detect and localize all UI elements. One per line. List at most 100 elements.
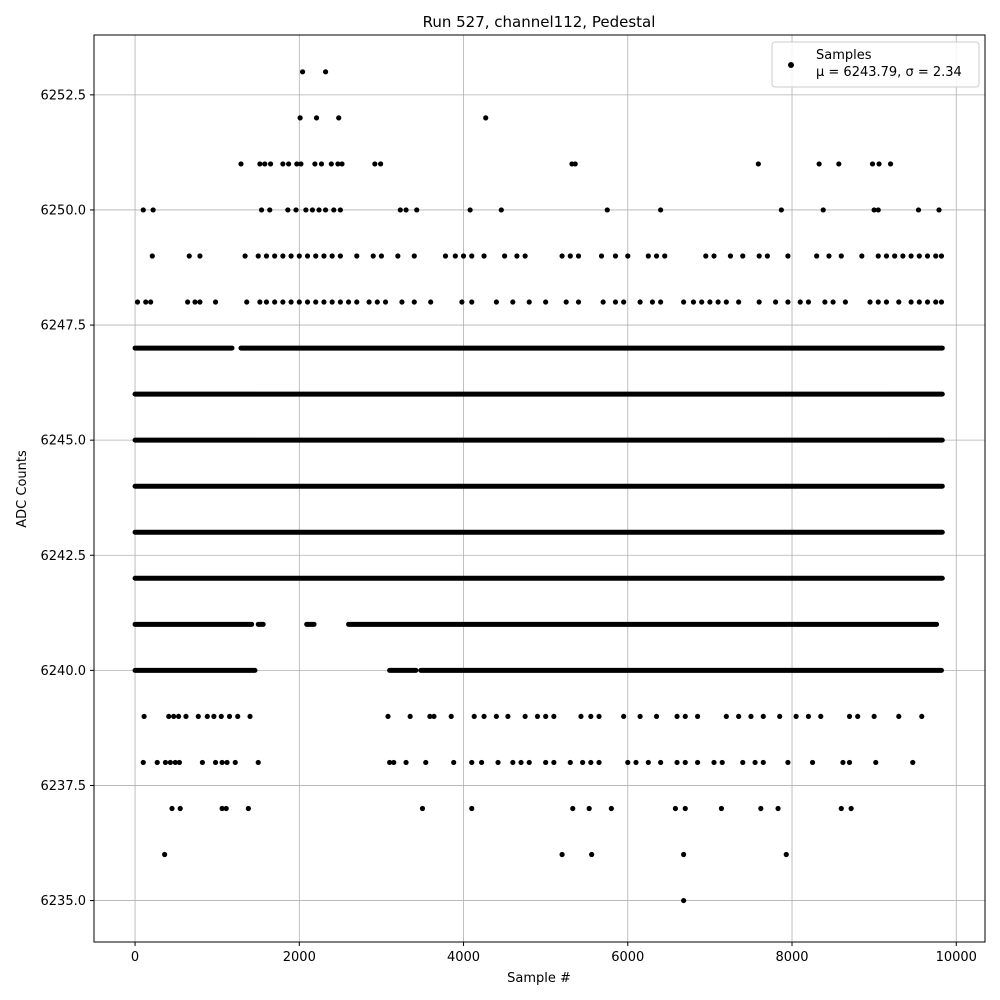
sample-point — [505, 713, 511, 720]
sample-point — [313, 253, 319, 259]
sample-point — [154, 759, 160, 766]
sample-point — [522, 713, 528, 720]
sample-point — [257, 161, 263, 167]
sample-point — [526, 759, 532, 766]
sample-point — [578, 713, 584, 720]
sample-point — [354, 253, 360, 259]
sample-point — [818, 713, 824, 720]
sample-point — [848, 805, 854, 812]
sample-point — [572, 161, 578, 167]
sample-point — [322, 69, 329, 75]
sample-point — [186, 253, 192, 259]
sample-point — [723, 299, 729, 305]
sample-point — [498, 207, 504, 213]
sample-point — [501, 253, 508, 259]
sample-point — [690, 299, 697, 305]
sample-point — [255, 253, 261, 259]
sample-point — [875, 253, 881, 259]
sample-point — [756, 299, 762, 305]
sample-point — [674, 759, 680, 766]
sample-point — [238, 161, 244, 167]
sample-point — [385, 713, 391, 720]
sample-point — [195, 713, 201, 720]
sample-point — [296, 299, 302, 305]
y-tick-label: 6240.0 — [41, 664, 87, 679]
sample-point — [775, 805, 781, 812]
sample-point — [873, 759, 879, 766]
sample-point — [649, 299, 656, 305]
legend-box — [771, 41, 980, 88]
y-tick-label: 6245.0 — [41, 434, 87, 449]
sample-point — [645, 759, 651, 766]
sample-point — [846, 759, 853, 766]
sample-point — [908, 253, 914, 259]
sample-point — [199, 759, 205, 766]
sample-point — [339, 161, 345, 167]
sample-point — [285, 207, 291, 213]
sample-point — [805, 299, 812, 305]
sample-point — [559, 851, 565, 858]
sample-point — [543, 713, 549, 720]
sample-point — [625, 759, 631, 766]
sample-point — [723, 713, 729, 720]
sample-point — [936, 207, 942, 213]
sample-point — [938, 299, 945, 305]
sample-point — [736, 299, 742, 305]
sample-point — [919, 713, 925, 720]
sample-point — [510, 299, 516, 305]
sample-point — [372, 161, 378, 167]
sample-point — [883, 299, 890, 305]
sample-point — [442, 253, 449, 259]
sample-point — [242, 253, 248, 259]
sample-point — [764, 253, 770, 259]
sample-point — [204, 713, 210, 720]
sample-point — [855, 713, 861, 720]
sample-point — [842, 299, 848, 305]
legend-label: Samples — [816, 48, 872, 63]
sample-point — [483, 115, 489, 121]
sample-point — [257, 299, 263, 305]
sample-point — [694, 759, 701, 766]
sample-point — [197, 299, 203, 305]
sample-point — [298, 161, 304, 167]
sample-point — [758, 805, 764, 812]
sample-point — [727, 253, 734, 259]
sample-point — [869, 161, 876, 167]
sample-point — [309, 207, 316, 213]
sample-point — [699, 299, 705, 305]
sample-point — [514, 253, 520, 259]
sample-point — [211, 713, 217, 720]
x-tick-label: 4000 — [447, 950, 480, 965]
sample-point — [551, 713, 557, 720]
sample-point — [588, 759, 594, 766]
sample-point — [262, 161, 268, 167]
sample-point — [272, 299, 278, 305]
sample-point — [567, 253, 573, 259]
sample-point — [183, 713, 189, 720]
sample-point — [543, 759, 549, 766]
sample-point — [826, 253, 832, 259]
sample-point — [134, 299, 141, 305]
legend-marker — [788, 62, 794, 68]
sample-point — [469, 805, 475, 812]
sample-point — [586, 805, 592, 812]
sample-point — [280, 253, 286, 259]
sample-point — [185, 299, 191, 305]
sample-point — [411, 253, 417, 259]
sample-point — [321, 253, 327, 259]
sample-point — [399, 299, 405, 305]
sample-point — [141, 713, 147, 720]
sample-point — [814, 253, 820, 259]
legend: Samples μ = 6243.79, σ = 2.34 — [771, 41, 980, 88]
sample-point — [467, 207, 473, 213]
sample-point — [682, 713, 688, 720]
sample-point — [337, 299, 343, 305]
sample-point — [645, 253, 651, 259]
sample-point — [197, 253, 203, 259]
sample-point — [518, 759, 524, 766]
sample-point — [938, 253, 945, 259]
sample-point — [637, 713, 643, 720]
sample-point — [760, 759, 766, 766]
sample-point — [304, 299, 311, 305]
